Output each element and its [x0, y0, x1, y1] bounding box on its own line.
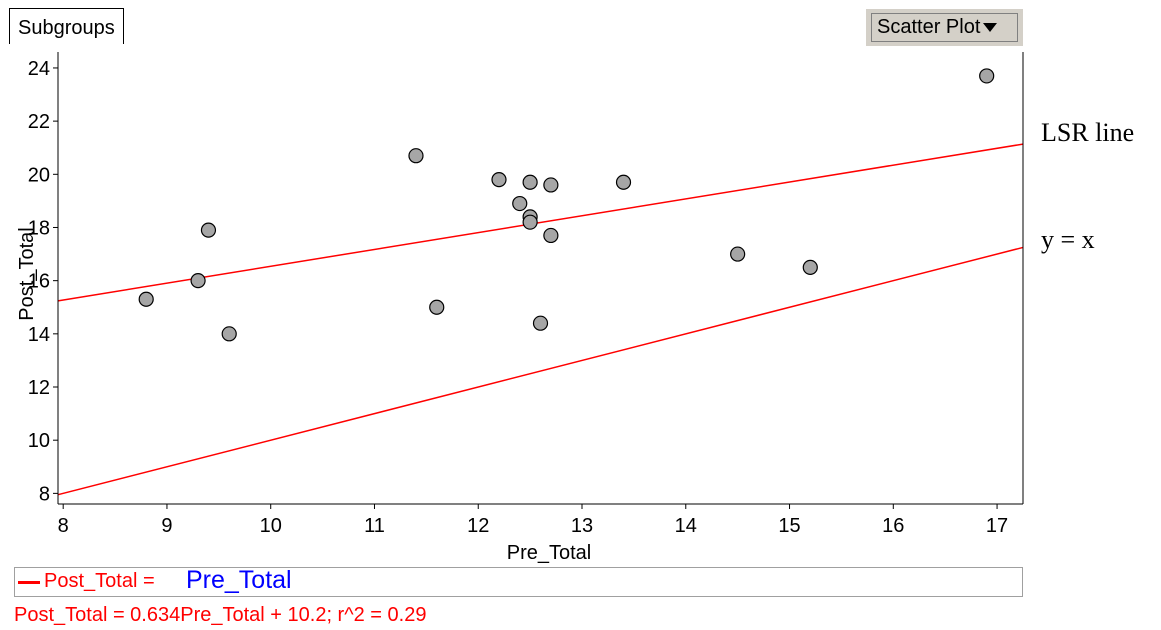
data-point[interactable] — [190, 273, 206, 289]
y-tick-label: 18 — [28, 217, 50, 239]
plot-type-dropdown-inner[interactable]: Scatter Plot — [871, 13, 1018, 42]
subgroups-button[interactable]: Subgroups — [9, 8, 124, 44]
y-tick-label: 24 — [28, 58, 50, 80]
function-formula-bar[interactable]: Post_Total = Pre_Total — [14, 566, 1023, 597]
plot-lines — [57, 143, 1024, 496]
regression-equation: Post_Total = 0.634Pre_Total + 10.2; r^2 … — [14, 604, 427, 626]
data-point[interactable] — [408, 148, 424, 164]
data-point[interactable] — [543, 227, 559, 244]
data-point[interactable] — [491, 172, 507, 188]
data-point[interactable] — [522, 214, 538, 230]
data-point[interactable] — [200, 222, 217, 238]
identity-line — [57, 246, 1024, 496]
data-point[interactable] — [512, 195, 528, 212]
data-point[interactable] — [221, 326, 237, 342]
x-tick-label: 13 — [571, 515, 593, 537]
x-tick-label: 14 — [675, 515, 697, 537]
y-tick-label: 20 — [28, 164, 50, 186]
formula-lhs: Post_Total = — [44, 570, 155, 592]
data-point[interactable] — [615, 174, 632, 190]
data-point[interactable] — [543, 177, 559, 193]
data-point[interactable] — [429, 299, 445, 315]
x-tick-label: 9 — [161, 515, 172, 537]
x-tick-label: 8 — [58, 515, 69, 537]
x-tick-label: 17 — [986, 515, 1008, 537]
y-tick-label: 8 — [39, 483, 50, 505]
x-axis-label: Pre_Total — [507, 542, 592, 564]
x-tick-label: 16 — [882, 515, 904, 537]
x-tick-label: 11 — [364, 515, 385, 537]
y-axis-label: Post_Total — [16, 227, 38, 320]
x-tick-label: 12 — [467, 515, 489, 537]
lsr-line-annotation: LSR line — [1041, 118, 1135, 147]
data-point[interactable] — [522, 174, 538, 190]
data-point[interactable] — [730, 246, 746, 262]
y-ticks: 8 10 12 14 16 18 20 22 24 — [28, 58, 58, 505]
x-ticks: 8 9 10 11 12 13 14 15 16 17 — [58, 504, 1008, 537]
identity-line-annotation: y = x — [1041, 225, 1095, 254]
y-tick-label: 16 — [28, 271, 50, 293]
x-tick-label: 10 — [260, 515, 282, 537]
y-tick-label: 12 — [28, 377, 50, 399]
y-tick-label: 22 — [28, 111, 50, 133]
data-point[interactable] — [532, 315, 549, 331]
data-point[interactable] — [979, 68, 995, 84]
plot-points — [138, 68, 995, 342]
data-point[interactable] — [138, 291, 154, 307]
y-tick-label: 14 — [28, 324, 50, 346]
formula-rhs[interactable]: Pre_Total — [186, 566, 292, 594]
line-swatch-icon — [18, 581, 40, 584]
lsr-line — [57, 143, 1024, 302]
plot-type-label: Scatter Plot — [877, 16, 981, 38]
y-tick-label: 10 — [28, 430, 50, 452]
plot-type-dropdown[interactable]: Scatter Plot — [866, 9, 1023, 46]
dropdown-caret-icon — [983, 23, 998, 33]
data-point[interactable] — [802, 259, 818, 275]
x-tick-label: 15 — [778, 515, 800, 537]
